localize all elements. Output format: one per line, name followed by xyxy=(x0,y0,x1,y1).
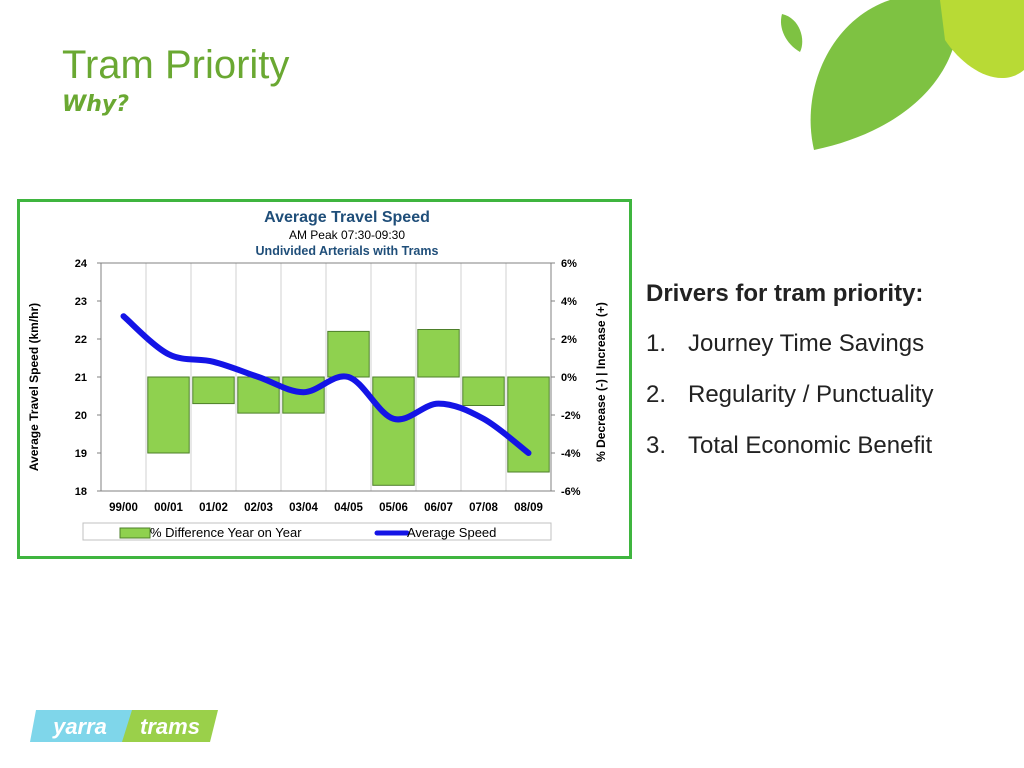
x-tick-label: 04/05 xyxy=(334,502,363,514)
chart-title: Average Travel Speed xyxy=(264,209,430,226)
driver-number: 1. xyxy=(646,330,667,357)
x-tick-label: 07/08 xyxy=(469,502,498,514)
y-left-tick-label: 24 xyxy=(75,258,88,270)
driver-item: 2. Regularity / Punctuality xyxy=(646,381,1016,409)
driver-number: 3. xyxy=(646,432,667,459)
y-right-tick-label: -6% xyxy=(561,486,581,498)
x-tick-label: 02/03 xyxy=(244,502,273,514)
y-right-tick-label: -2% xyxy=(561,410,581,422)
leaf-decoration xyxy=(780,0,1024,150)
y-left-tick-label: 22 xyxy=(75,334,87,346)
y-left-tick-label: 18 xyxy=(75,486,87,498)
y-right-tick-label: -4% xyxy=(561,448,581,460)
y-left-tick-label: 20 xyxy=(75,410,87,422)
bar xyxy=(372,376,415,486)
driver-item: 1. Journey Time Savings xyxy=(646,330,1016,358)
bar xyxy=(147,376,190,454)
large-leaf-icon xyxy=(810,0,959,150)
driver-number: 2. xyxy=(646,381,667,408)
x-tick-label: 05/06 xyxy=(379,502,408,514)
y-axis-left-label: Average Travel Speed (km/hr) xyxy=(27,303,41,471)
bar xyxy=(417,329,460,378)
x-tick-label: 06/07 xyxy=(424,502,453,514)
y-right-tick-label: 2% xyxy=(561,334,577,346)
y-right-tick-label: 6% xyxy=(561,258,577,270)
bar xyxy=(462,376,505,406)
x-tick-label: 01/02 xyxy=(199,502,228,514)
series-line-average-speed xyxy=(120,313,532,456)
chart-frame: Average Travel Speed AM Peak 07:30-09:30… xyxy=(17,199,632,559)
driver-label: Total Economic Benefit xyxy=(688,432,933,459)
driver-label: Regularity / Punctuality xyxy=(688,381,934,408)
bar xyxy=(192,376,235,405)
driver-label: Journey Time Savings xyxy=(688,330,925,357)
drivers-heading: Drivers for tram priority: xyxy=(646,280,924,307)
chart-subtitle-1: AM Peak 07:30-09:30 xyxy=(289,228,405,242)
y-left-tick-label: 21 xyxy=(75,372,87,384)
legend-box xyxy=(82,522,552,541)
driver-item: 3. Total Economic Benefit xyxy=(646,432,1016,460)
x-tick-label: 99/00 xyxy=(109,502,138,514)
logo-left-shape xyxy=(30,710,136,742)
legend-label-line: Average Speed xyxy=(407,525,496,540)
bar xyxy=(507,376,550,473)
yarra-trams-logo: yarra trams xyxy=(30,710,218,742)
small-leaf-icon xyxy=(780,14,803,52)
y-left-tick-label: 23 xyxy=(75,296,87,308)
average-travel-speed-chart: Average Travel Speed AM Peak 07:30-09:30… xyxy=(27,209,608,541)
y-right-tick-label: 0% xyxy=(561,372,577,384)
x-tick-label: 00/01 xyxy=(154,502,183,514)
yellow-leaf-icon xyxy=(940,0,1024,79)
chart-subtitle-2: Undivided Arterials with Trams xyxy=(256,244,439,258)
logo-yarra-text: yarra xyxy=(52,714,107,739)
slide-subtitle: Why? xyxy=(62,92,130,117)
logo-right-shape xyxy=(122,710,218,742)
y-axis-right-label: % Decrease (-) | Increase (+) xyxy=(594,302,608,462)
y-left-tick-label: 19 xyxy=(75,448,87,460)
legend-swatch-bar xyxy=(119,527,151,539)
x-tick-label: 08/09 xyxy=(514,502,543,514)
bar xyxy=(327,330,370,378)
legend-label-bar: % Difference Year on Year xyxy=(150,525,302,540)
drivers-panel: Drivers for tram priority: 1. Journey Ti… xyxy=(646,280,1016,483)
logo-trams-text: trams xyxy=(140,714,200,739)
x-tick-label: 03/04 xyxy=(289,502,318,514)
y-right-tick-label: 4% xyxy=(561,296,577,308)
slide-title: Tram Priority xyxy=(62,43,290,87)
